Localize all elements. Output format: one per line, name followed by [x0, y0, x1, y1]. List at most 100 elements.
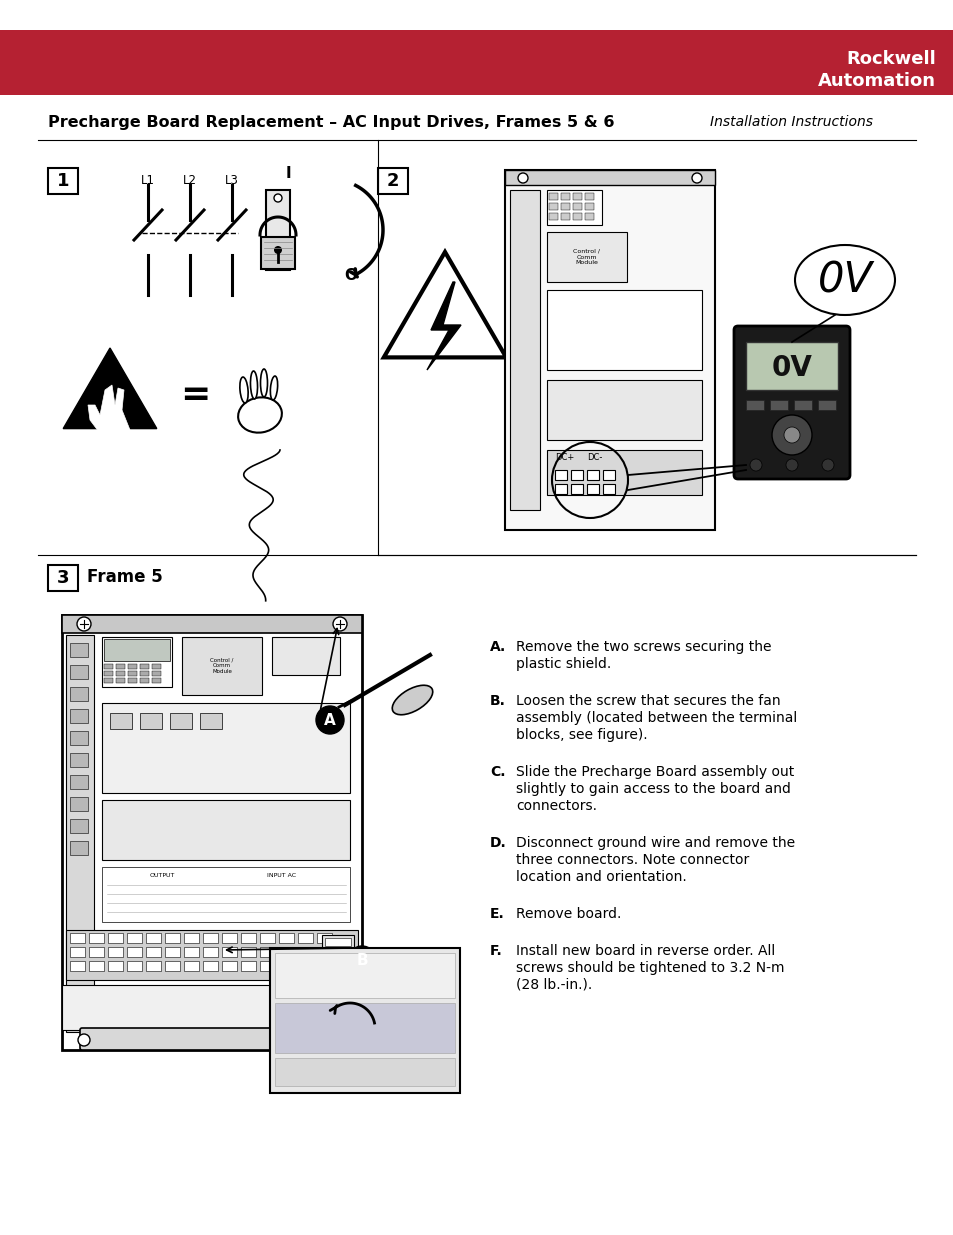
Bar — [104, 678, 112, 683]
Text: slightly to gain access to the board and: slightly to gain access to the board and — [516, 782, 790, 797]
Bar — [102, 800, 350, 860]
Bar — [200, 713, 222, 729]
Text: Control /
Comm
Module: Control / Comm Module — [573, 248, 599, 266]
Bar — [184, 961, 199, 971]
Bar — [817, 400, 835, 410]
Bar — [584, 212, 594, 220]
Bar — [571, 484, 582, 494]
Bar — [128, 678, 137, 683]
Bar — [274, 953, 455, 998]
Text: blocks, see figure).: blocks, see figure). — [516, 727, 647, 742]
Bar — [260, 947, 274, 957]
Bar — [297, 961, 313, 971]
Text: Control /
Comm
Module: Control / Comm Module — [210, 658, 233, 674]
Text: Rockwell: Rockwell — [845, 49, 935, 68]
Circle shape — [78, 1034, 90, 1046]
Ellipse shape — [239, 377, 248, 403]
Bar — [546, 232, 626, 282]
Bar — [270, 948, 459, 1093]
Bar — [316, 932, 332, 944]
Bar — [108, 961, 123, 971]
Bar — [66, 930, 357, 981]
Bar — [165, 961, 180, 971]
Text: DC-: DC- — [587, 453, 602, 462]
Bar — [560, 203, 569, 210]
Bar — [272, 637, 339, 676]
Text: Install new board in reverse order. All: Install new board in reverse order. All — [516, 944, 775, 958]
Bar — [108, 932, 123, 944]
Bar — [102, 867, 350, 923]
Ellipse shape — [270, 375, 277, 400]
Polygon shape — [88, 385, 130, 442]
Bar — [602, 471, 615, 480]
Text: L1: L1 — [141, 174, 154, 186]
Bar — [184, 947, 199, 957]
Bar — [70, 709, 88, 722]
Bar — [325, 962, 351, 969]
Bar — [203, 947, 218, 957]
Text: Remove board.: Remove board. — [516, 906, 620, 921]
Bar — [573, 212, 581, 220]
Text: L3: L3 — [225, 174, 238, 186]
Bar — [573, 203, 581, 210]
Bar — [546, 190, 601, 225]
Text: plastic shield.: plastic shield. — [516, 657, 611, 671]
Bar — [146, 961, 161, 971]
Bar — [377, 168, 408, 194]
Bar — [127, 961, 142, 971]
Bar — [504, 170, 714, 530]
Bar — [546, 380, 701, 440]
Ellipse shape — [260, 369, 267, 396]
Text: Precharge Board Replacement – AC Input Drives, Frames 5 & 6: Precharge Board Replacement – AC Input D… — [48, 115, 614, 130]
Bar — [586, 471, 598, 480]
Bar — [548, 212, 558, 220]
Bar — [70, 687, 88, 701]
Text: location and orientation.: location and orientation. — [516, 869, 686, 884]
Bar — [0, 30, 953, 95]
Text: 0V: 0V — [817, 259, 872, 301]
Circle shape — [749, 459, 761, 471]
Circle shape — [334, 1034, 346, 1046]
Ellipse shape — [392, 685, 433, 715]
Bar — [70, 776, 88, 789]
Bar — [70, 664, 88, 679]
Bar — [241, 932, 255, 944]
Bar — [116, 671, 125, 676]
Bar — [108, 947, 123, 957]
Bar — [260, 961, 274, 971]
FancyBboxPatch shape — [261, 237, 294, 269]
Bar — [555, 471, 566, 480]
Circle shape — [333, 618, 347, 631]
Polygon shape — [63, 348, 156, 429]
Ellipse shape — [251, 370, 257, 399]
Bar — [745, 342, 837, 390]
Text: 0V: 0V — [771, 354, 812, 382]
Bar — [140, 678, 149, 683]
Bar — [584, 193, 594, 200]
Bar — [297, 947, 313, 957]
Text: Disconnect ground wire and remove the: Disconnect ground wire and remove the — [516, 836, 794, 850]
Text: screws should be tightened to 3.2 N-m: screws should be tightened to 3.2 N-m — [516, 961, 783, 974]
Bar — [127, 947, 142, 957]
Bar — [70, 797, 88, 811]
Bar — [278, 932, 294, 944]
Polygon shape — [383, 252, 506, 357]
Text: 2: 2 — [386, 172, 399, 190]
Text: D.: D. — [490, 836, 506, 850]
Text: A.: A. — [490, 640, 506, 655]
Text: I: I — [285, 165, 291, 182]
Text: E.: E. — [490, 906, 504, 921]
Text: three connectors. Note connector: three connectors. Note connector — [516, 853, 748, 867]
Bar — [70, 961, 85, 971]
Ellipse shape — [238, 398, 281, 432]
Bar — [140, 713, 162, 729]
Text: (28 lb.-in.).: (28 lb.-in.). — [516, 978, 592, 992]
Text: B: B — [355, 953, 368, 968]
Circle shape — [785, 459, 797, 471]
Bar — [584, 203, 594, 210]
Ellipse shape — [794, 245, 894, 315]
Bar — [104, 671, 112, 676]
Bar — [769, 400, 787, 410]
Text: O: O — [344, 268, 357, 283]
Text: 3: 3 — [56, 569, 70, 587]
